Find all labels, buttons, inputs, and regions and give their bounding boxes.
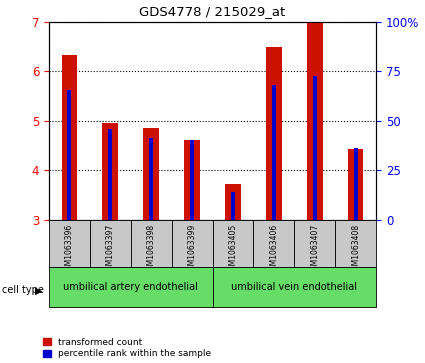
Bar (354, 148, 358, 220)
Bar (212, 220, 253, 267)
Bar (272, 85, 276, 220)
Bar (149, 138, 153, 220)
Bar (143, 128, 159, 220)
Bar (335, 220, 376, 267)
Title: GDS4778 / 215029_at: GDS4778 / 215029_at (139, 5, 286, 18)
Text: GSM1063399: GSM1063399 (187, 223, 196, 275)
Bar (49, 267, 212, 307)
Text: cell type: cell type (2, 285, 44, 295)
Bar (348, 150, 363, 220)
Bar (253, 220, 294, 267)
Text: GSM1063396: GSM1063396 (65, 223, 74, 275)
Text: GSM1063406: GSM1063406 (269, 223, 278, 275)
Bar (108, 129, 112, 220)
Bar (225, 184, 241, 220)
Legend: transformed count, percentile rank within the sample: transformed count, percentile rank withi… (43, 338, 211, 359)
Bar (231, 192, 235, 220)
Bar (172, 220, 212, 267)
Bar (67, 90, 71, 220)
Bar (90, 220, 131, 267)
Text: GSM1063408: GSM1063408 (351, 223, 360, 274)
Bar (102, 123, 118, 220)
Bar (313, 76, 317, 220)
Bar (131, 220, 172, 267)
Text: GSM1063405: GSM1063405 (229, 223, 238, 275)
Text: umbilical vein endothelial: umbilical vein endothelial (231, 282, 357, 292)
Text: GSM1063407: GSM1063407 (310, 223, 319, 275)
Bar (184, 140, 200, 220)
Bar (190, 140, 194, 220)
Text: GSM1063398: GSM1063398 (147, 223, 156, 274)
Bar (266, 46, 282, 220)
Text: GSM1063397: GSM1063397 (106, 223, 115, 275)
Bar (294, 220, 335, 267)
Text: ▶: ▶ (35, 285, 43, 295)
Bar (212, 267, 376, 307)
Bar (307, 22, 323, 220)
Text: umbilical artery endothelial: umbilical artery endothelial (63, 282, 198, 292)
Bar (62, 56, 77, 220)
Bar (49, 220, 90, 267)
